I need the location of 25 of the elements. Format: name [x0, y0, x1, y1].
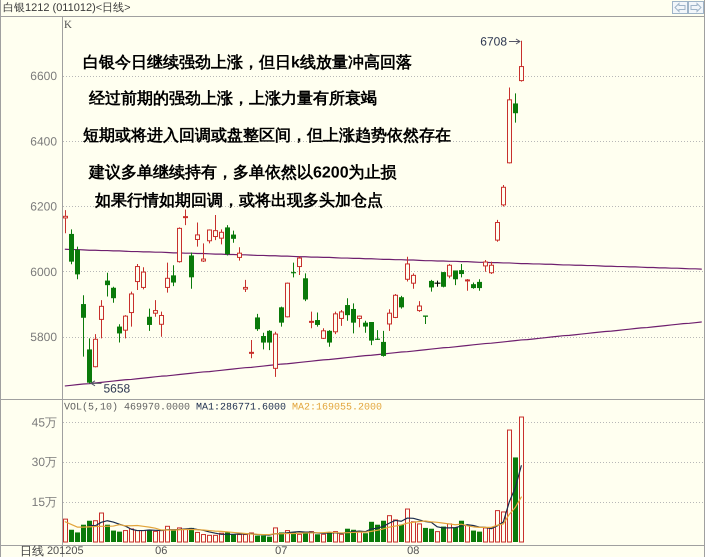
annotation: 如果行情如期回调，或将出现多头加仓点: [95, 192, 383, 210]
xtick: 08: [407, 545, 420, 557]
xlabel: 日线: [20, 544, 44, 557]
annotation: 经过前期的强劲上涨，上涨力量有所衰竭: [89, 90, 377, 108]
annotation: K: [64, 19, 72, 31]
ytick: 6200: [30, 200, 57, 214]
ytick: 6600: [30, 69, 57, 84]
title: 白银1212 (011012)<日线>: [3, 2, 131, 14]
title: VOL(5,10) 469970.0000: [64, 402, 190, 414]
ytick: 15万: [32, 495, 57, 510]
ytick: 5800: [30, 330, 57, 344]
ytick: 6400: [30, 134, 57, 148]
annotation: 6708: [480, 34, 507, 48]
annotation: 5658: [104, 381, 130, 396]
annotation: 白银今日继续强劲上涨，但日k线放量冲高回落: [83, 54, 412, 72]
annotation: 短期或将进入回调或盘整区间，但上涨趋势依然存在: [83, 128, 451, 144]
ytick: 45万: [32, 415, 57, 430]
ytick: 30万: [32, 455, 57, 470]
xtick: 201205: [46, 545, 84, 557]
ytick: 6000: [30, 264, 57, 279]
xtick: 06: [155, 545, 168, 557]
xtick: 07: [275, 545, 288, 557]
legend: MA2:169055.2000: [292, 402, 382, 414]
legend: MA1:286771.6000: [196, 402, 286, 414]
annotation: 建议多单继续持有，多单依然以6200为止损: [89, 164, 397, 182]
